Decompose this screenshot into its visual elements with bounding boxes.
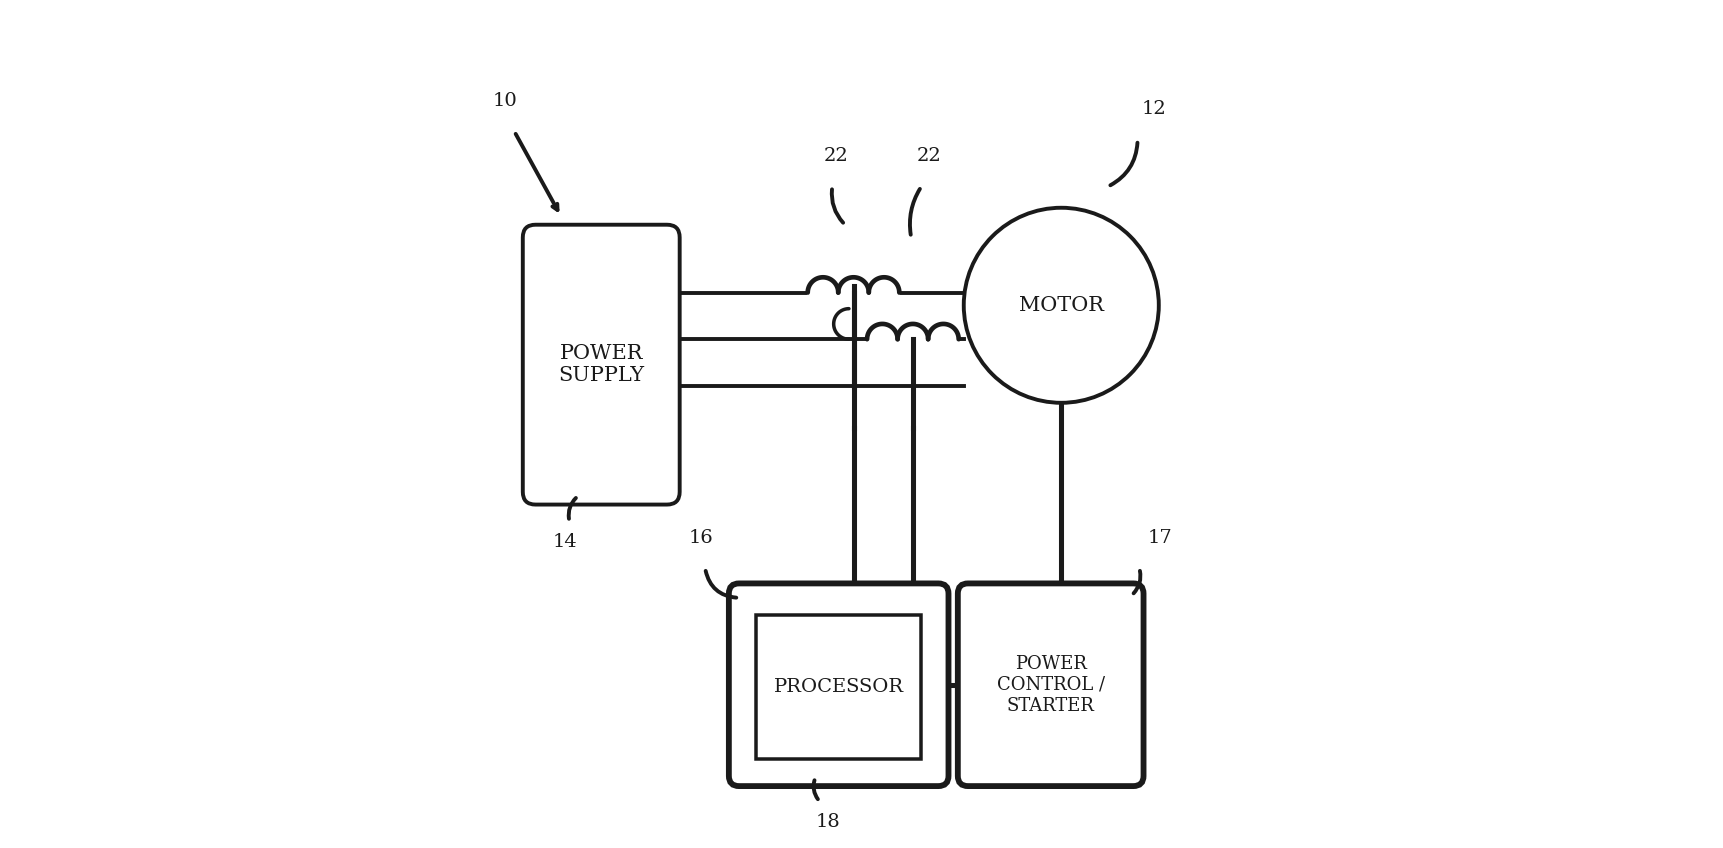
FancyBboxPatch shape [958,583,1142,786]
Text: 14: 14 [551,533,577,551]
Text: POWER
SUPPLY: POWER SUPPLY [558,344,644,385]
Text: PROCESSOR: PROCESSOR [774,678,903,696]
Text: 18: 18 [815,812,839,831]
Text: 10: 10 [493,92,517,110]
Text: 17: 17 [1148,528,1172,547]
FancyBboxPatch shape [729,583,948,786]
Text: 16: 16 [687,528,713,547]
Text: 22: 22 [824,147,848,165]
Text: 22: 22 [917,147,941,165]
FancyBboxPatch shape [756,615,920,759]
Text: 12: 12 [1141,100,1166,119]
Text: POWER
CONTROL /
STARTER: POWER CONTROL / STARTER [996,655,1104,715]
Circle shape [963,208,1158,403]
Text: MOTOR: MOTOR [1018,296,1103,315]
FancyBboxPatch shape [522,225,679,505]
